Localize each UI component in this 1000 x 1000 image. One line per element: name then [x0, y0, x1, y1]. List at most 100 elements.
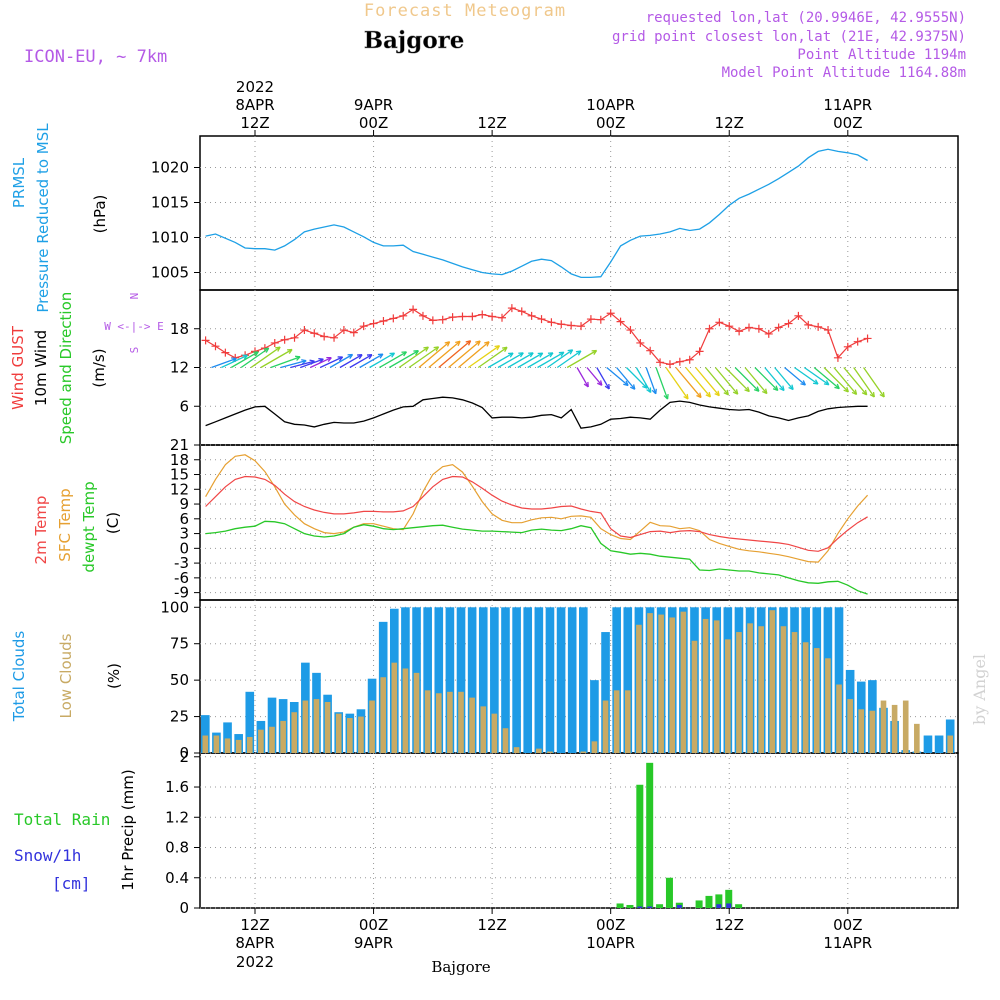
- wind-direction-arrow: [497, 352, 524, 369]
- wind-direction-arrow: [863, 367, 885, 398]
- total-cloud-bar: [567, 607, 577, 753]
- gust-marker: [547, 318, 556, 327]
- wind-dir-label: Speed and Direction: [57, 292, 75, 445]
- low-cloud-bar: [424, 690, 431, 753]
- gust-marker: [339, 326, 348, 335]
- gust-marker: [201, 336, 210, 345]
- wind-direction-arrowhead: [714, 390, 720, 397]
- wind-direction-arrowhead: [413, 350, 419, 356]
- gust-marker: [468, 312, 477, 321]
- wind-unit: (m/s): [90, 348, 108, 387]
- wind-direction-arrow: [349, 354, 373, 369]
- gust-marker: [596, 315, 605, 324]
- wind-direction-arrow: [843, 367, 868, 396]
- temperature-ytick-label: 18: [170, 451, 189, 469]
- wind-direction-arrowhead: [301, 359, 307, 365]
- wind-direction-arrowhead: [475, 340, 481, 346]
- wind-direction-arrowhead: [508, 352, 514, 358]
- wind-direction-arrowhead: [337, 356, 344, 362]
- point-altitude: Point Altitude 1194m: [797, 47, 966, 63]
- low-cloud-bar: [591, 741, 598, 753]
- low-cloud-bar: [725, 639, 731, 753]
- gust-marker: [507, 304, 516, 313]
- total-cloud-bar: [590, 680, 599, 753]
- wind-direction-arrowhead: [762, 388, 768, 395]
- low-cloud-bar: [902, 700, 909, 753]
- series-markers: [201, 304, 885, 400]
- rain-bar: [616, 903, 624, 908]
- low-cloud-bar: [447, 691, 453, 753]
- low-cloud-bar: [213, 735, 220, 753]
- wind-direction-arrowhead: [705, 391, 712, 398]
- temp-2m-line: [205, 475, 868, 552]
- wind-direction-arrowhead: [651, 388, 657, 395]
- time-label-top: 00Z: [359, 114, 388, 132]
- wind-direction-arrowhead: [528, 352, 534, 358]
- wind-direction-arrowhead: [547, 352, 554, 358]
- wind-direction-arrow: [655, 367, 669, 400]
- time-label-bottom: 12Z: [715, 916, 744, 934]
- total-cloud-bar: [834, 607, 844, 753]
- wind-direction-arrow: [774, 367, 794, 390]
- low-cloud-bar: [858, 709, 865, 753]
- wind-direction-arrow: [803, 366, 830, 386]
- low-cloud-bar: [224, 738, 231, 753]
- low-cloud-bar: [291, 712, 298, 753]
- gust-marker: [359, 322, 368, 331]
- wind-direction-arrow: [556, 350, 582, 369]
- clouds-unit: (%): [105, 663, 123, 689]
- gust-marker: [675, 357, 684, 366]
- total-cloud-bar: [512, 607, 521, 753]
- pressure-ytick-label: 1005: [151, 264, 189, 282]
- temperature-ytick-label: 15: [170, 466, 189, 484]
- gust-marker: [290, 333, 299, 342]
- low-cloud-bar: [491, 713, 498, 753]
- gust-marker: [745, 323, 753, 332]
- low-cloud-bar: [825, 658, 831, 753]
- gust-marker: [557, 320, 566, 329]
- wind-direction-arrow: [221, 354, 248, 369]
- dewpoint-line: [205, 520, 868, 595]
- low-cloud-bar: [758, 626, 764, 753]
- wind-direction-arrow: [507, 352, 534, 369]
- wind-direction-arrow: [270, 356, 301, 369]
- time-label-top: 12Z: [240, 114, 269, 132]
- low-cloud-bar: [636, 624, 642, 753]
- gust-marker: [804, 320, 813, 329]
- wind-direction-arrow: [724, 367, 750, 393]
- low-cloud-bar: [358, 716, 364, 753]
- gust-marker: [725, 322, 734, 331]
- rain-bar: [735, 904, 743, 908]
- gust-marker: [498, 313, 506, 322]
- total-cloud-bar: [434, 607, 444, 753]
- wind-direction-arrowhead: [604, 383, 610, 390]
- low-cloud-bar: [458, 691, 464, 753]
- gust-marker: [409, 305, 418, 314]
- wind-direction-arrow: [566, 349, 597, 369]
- gust-marker: [221, 348, 230, 357]
- temperature-ytick-label: -3: [174, 554, 189, 572]
- chart-subtitle: Forecast Meteogram: [364, 1, 566, 21]
- gust-marker: [330, 333, 339, 342]
- temp-unit: (C): [104, 512, 122, 534]
- low-cloud-bar: [536, 748, 542, 753]
- wind-direction-arrow: [704, 367, 729, 396]
- wind-direction-arrow: [586, 367, 603, 386]
- wind-direction-arrowhead: [275, 346, 281, 352]
- wind-direction-arrow: [428, 340, 461, 368]
- wind-direction-arrow: [527, 352, 554, 369]
- panel-frame-temperature: [199, 444, 959, 601]
- low-cloud-bar: [624, 690, 631, 753]
- low-cloud-bar: [313, 699, 320, 753]
- wind-direction-arrowhead: [597, 380, 603, 386]
- wind-direction-arrowhead: [347, 353, 354, 360]
- panel-frame-precip: [199, 752, 959, 909]
- total-cloud-bar: [623, 607, 633, 753]
- low-cloud-bar: [258, 729, 264, 753]
- low-cloud-bar: [391, 662, 398, 753]
- wind-ytick-label: 12: [170, 359, 189, 377]
- wind-direction-arrowhead: [366, 354, 373, 360]
- time-label-bottom: 00Z: [359, 916, 388, 934]
- wind-direction-arrowhead: [242, 354, 248, 360]
- gust-marker: [735, 327, 744, 336]
